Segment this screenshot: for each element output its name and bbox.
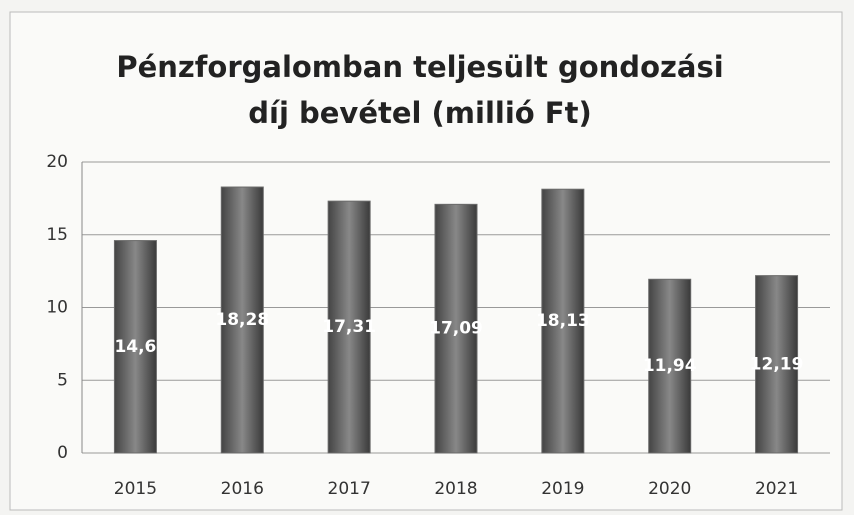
bar <box>327 200 371 454</box>
y-tick-label: 15 <box>46 225 68 245</box>
data-label: 11,94 <box>643 356 697 376</box>
y-tick-label: 10 <box>46 298 68 318</box>
y-tick-label: 20 <box>46 152 68 172</box>
x-tick-label: 2015 <box>114 479 157 499</box>
bar <box>113 240 157 454</box>
y-tick-label: 5 <box>57 370 68 390</box>
data-label: 18,28 <box>215 310 269 330</box>
x-tick-label: 2019 <box>541 479 584 499</box>
x-tick-label: 2016 <box>221 479 264 499</box>
bar <box>755 275 799 454</box>
bar <box>648 278 692 454</box>
x-tick-label: 2018 <box>434 479 477 499</box>
bar <box>541 188 585 454</box>
x-tick-label: 2021 <box>755 479 798 499</box>
bar <box>220 186 264 454</box>
data-label: 12,19 <box>750 354 804 374</box>
bar <box>434 203 478 454</box>
data-label: 14,6 <box>114 337 156 357</box>
data-label: 18,13 <box>536 311 590 331</box>
data-label: 17,31 <box>322 317 376 337</box>
x-tick-label: 2020 <box>648 479 691 499</box>
y-tick-label: 0 <box>57 443 68 463</box>
x-tick-label: 2017 <box>328 479 371 499</box>
data-label: 17,09 <box>429 319 483 339</box>
chart-title: Pénzforgalomban teljesült gondozási díj … <box>116 50 724 130</box>
